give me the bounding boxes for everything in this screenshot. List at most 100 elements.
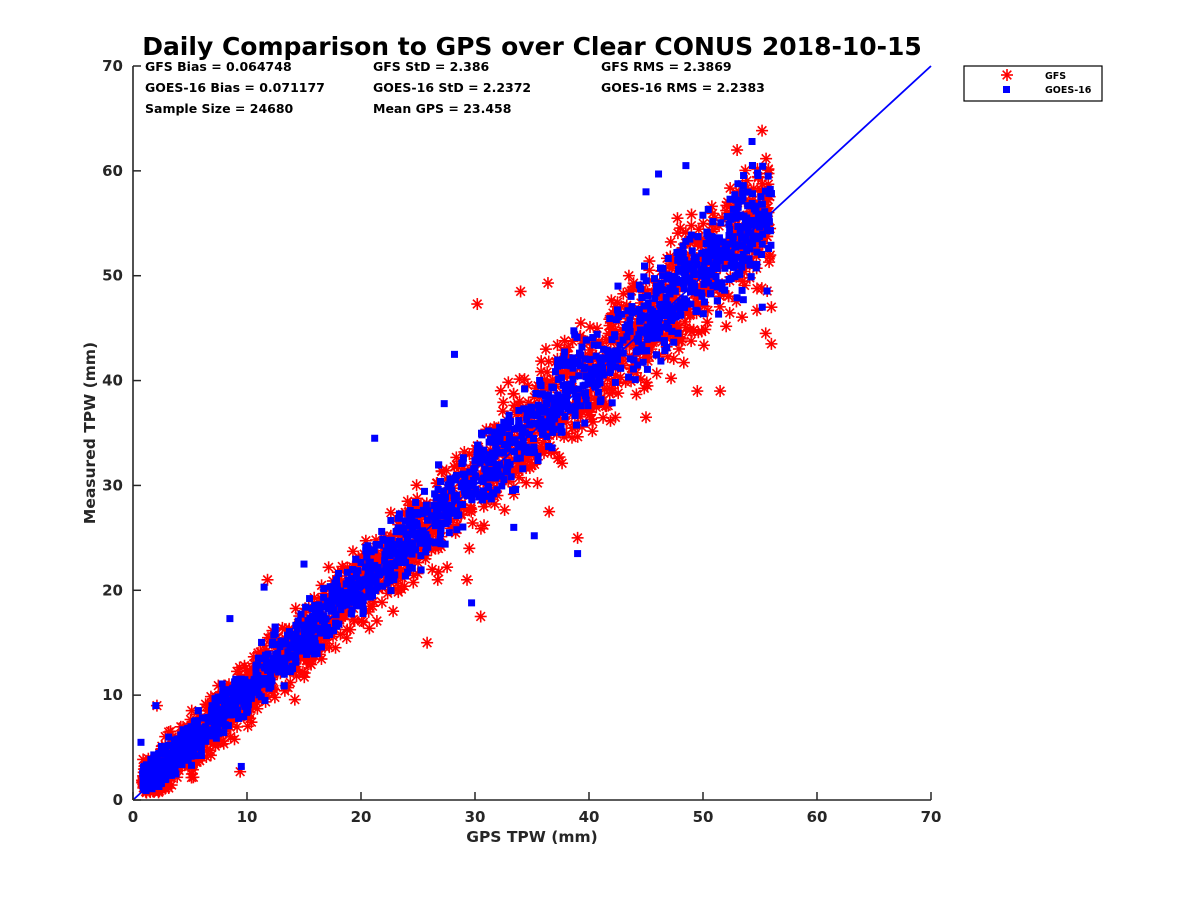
goes-point (137, 738, 145, 746)
goes-point (202, 724, 210, 732)
goes-point (736, 270, 744, 278)
goes-point (348, 587, 356, 595)
goes-point (335, 569, 343, 577)
gfs-point (321, 560, 336, 575)
goes-point (571, 402, 579, 410)
goes-point (162, 750, 170, 758)
goes-point (175, 759, 183, 767)
goes-point (236, 681, 244, 689)
goes-point (692, 255, 700, 263)
goes-point (653, 309, 661, 317)
goes-point (589, 334, 597, 342)
goes-point (387, 536, 395, 544)
goes-point (717, 219, 725, 227)
goes-point (759, 162, 767, 170)
goes-point (286, 653, 294, 661)
goes-point (758, 240, 766, 248)
goes-point (381, 557, 389, 565)
gfs-point (639, 410, 653, 425)
gfs-point (604, 293, 619, 308)
goes-point (701, 298, 709, 306)
goes-point (732, 207, 740, 215)
goes-point (236, 686, 244, 694)
goes-point (536, 376, 544, 384)
goes-point (220, 692, 228, 700)
goes-point (611, 378, 619, 386)
goes-point (493, 446, 501, 454)
goes-point (365, 588, 373, 596)
goes-point (365, 559, 373, 567)
goes-point (729, 233, 737, 241)
goes-point (297, 610, 305, 618)
goes-point (588, 375, 596, 383)
goes-point (218, 696, 226, 704)
gfs-point (735, 310, 749, 324)
goes-point (495, 437, 503, 445)
goes-point (292, 621, 300, 629)
gfs-point (470, 297, 485, 311)
goes-point (353, 582, 361, 590)
gfs-point (664, 235, 678, 249)
goes-point (424, 508, 432, 516)
goes-point (606, 315, 614, 323)
goes-point (154, 770, 162, 778)
goes-point (670, 338, 678, 346)
goes-point (567, 380, 575, 388)
goes-point (440, 487, 448, 495)
goes-point (371, 586, 379, 594)
gfs-point (473, 609, 488, 624)
goes-point (306, 639, 314, 647)
goes-point (664, 271, 672, 279)
goes-point (738, 197, 746, 205)
goes-point (692, 307, 700, 315)
goes-point (453, 507, 461, 515)
goes-point (277, 663, 285, 671)
gfs-point (764, 300, 779, 314)
gfs-point (691, 325, 706, 340)
goes-point (557, 408, 565, 416)
goes-point (155, 782, 163, 790)
goes-point (381, 567, 389, 575)
goes-point (764, 172, 772, 180)
goes-point (498, 482, 506, 490)
goes-point (652, 282, 660, 290)
goes-point (401, 517, 409, 525)
goes-point (545, 391, 553, 399)
goes-point (505, 438, 513, 446)
goes-point (739, 182, 747, 190)
goes-point (299, 635, 307, 643)
goes-point (627, 292, 635, 300)
goes-point (208, 707, 216, 715)
goes-point (725, 220, 733, 228)
goes-point (574, 550, 582, 558)
goes-point (767, 190, 775, 198)
goes-point (221, 722, 229, 730)
goes-point (561, 413, 569, 421)
goes-point (168, 767, 176, 775)
legend-box (963, 65, 1103, 102)
goes-point (401, 572, 409, 580)
goes-point (690, 267, 698, 275)
goes-point (647, 306, 655, 314)
goes-point (404, 568, 412, 576)
goes-point (152, 702, 160, 710)
goes-point (176, 744, 184, 752)
goes-point (569, 375, 577, 383)
gfs-point (605, 385, 620, 399)
goes-point (732, 196, 740, 204)
goes-point (679, 242, 687, 250)
goes-point (581, 355, 589, 363)
goes-point (222, 705, 230, 713)
gfs-point (670, 211, 685, 225)
goes-point (753, 235, 761, 243)
goes-point (383, 579, 391, 587)
gfs-point (722, 306, 737, 320)
gfs-point (356, 615, 371, 630)
goes-point (493, 467, 501, 475)
goes-point (757, 193, 765, 201)
goes-point (554, 356, 562, 364)
goes-point (422, 531, 430, 539)
goes-point (481, 465, 489, 473)
goes-point (757, 250, 765, 258)
goes-point (271, 623, 279, 631)
